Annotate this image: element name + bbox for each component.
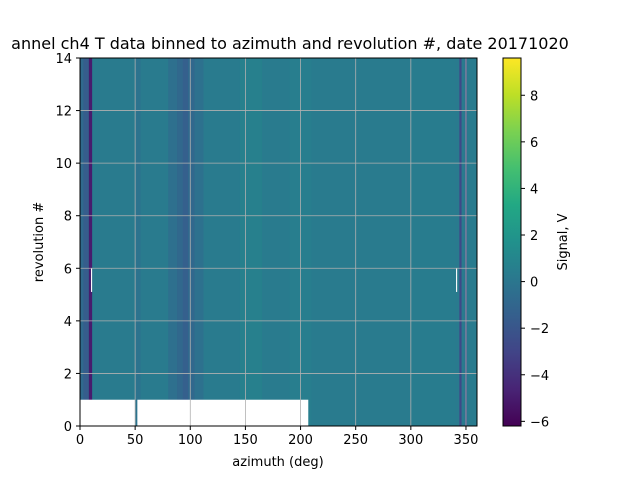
- heatmap-band: [182, 58, 189, 426]
- plot-area: [80, 58, 477, 426]
- y-tick-label: 0: [64, 420, 72, 435]
- x-tick-label: 100: [178, 433, 203, 448]
- plot-frame: [79, 57, 478, 427]
- heatmap-band: [188, 58, 195, 426]
- colorbar-tick-label: 8: [530, 89, 538, 104]
- x-tick-label: 350: [454, 433, 479, 448]
- colorbar-tick-label: 0: [530, 276, 538, 291]
- x-tick-label: 300: [398, 433, 423, 448]
- missing-data-region: [91, 268, 93, 292]
- heatmap-band: [135, 58, 141, 426]
- y-tick-label: 10: [55, 157, 72, 172]
- colorbar-tick-label: −2: [530, 322, 549, 337]
- missing-data-region: [80, 399, 136, 426]
- heatmap-band: [88, 58, 93, 426]
- heatmap-band: [177, 58, 183, 426]
- heatmap-band: [459, 58, 462, 426]
- y-tick-label: 12: [55, 105, 72, 120]
- heatmap-band: [239, 58, 262, 426]
- heatmap-band: [83, 58, 89, 426]
- missing-data-region: [456, 268, 458, 292]
- colorbar-tick-label: −4: [530, 369, 549, 384]
- colorbar-tick-label: 6: [530, 136, 538, 151]
- heatmap-band: [168, 58, 178, 426]
- heatmap-band: [410, 58, 455, 426]
- x-tick-label: 50: [127, 433, 144, 448]
- heatmap-band: [194, 58, 204, 426]
- y-tick-label: 4: [64, 315, 72, 330]
- y-tick-label: 8: [64, 210, 72, 225]
- chart-title: annel ch4 T data binned to azimuth and r…: [11, 34, 569, 53]
- colorbar: [502, 57, 522, 427]
- x-tick-label: 150: [233, 433, 258, 448]
- colorbar-tick-label: −6: [530, 415, 549, 430]
- x-tick-label: 250: [343, 433, 368, 448]
- colorbar-tick-label: 4: [530, 182, 538, 197]
- y-axis-label: revolution #: [32, 202, 47, 282]
- y-tick-label: 14: [55, 52, 72, 67]
- colorbar-tick-label: 2: [530, 229, 538, 244]
- x-axis-label: azimuth (deg): [232, 455, 323, 470]
- y-tick-label: 6: [64, 262, 72, 277]
- x-tick-label: 200: [288, 433, 313, 448]
- y-tick-label: 2: [64, 367, 72, 382]
- missing-data-region: [137, 399, 309, 426]
- x-tick-label: 0: [76, 433, 84, 448]
- colorbar-label: Signal, V: [556, 213, 571, 270]
- heatmap-band: [80, 58, 84, 426]
